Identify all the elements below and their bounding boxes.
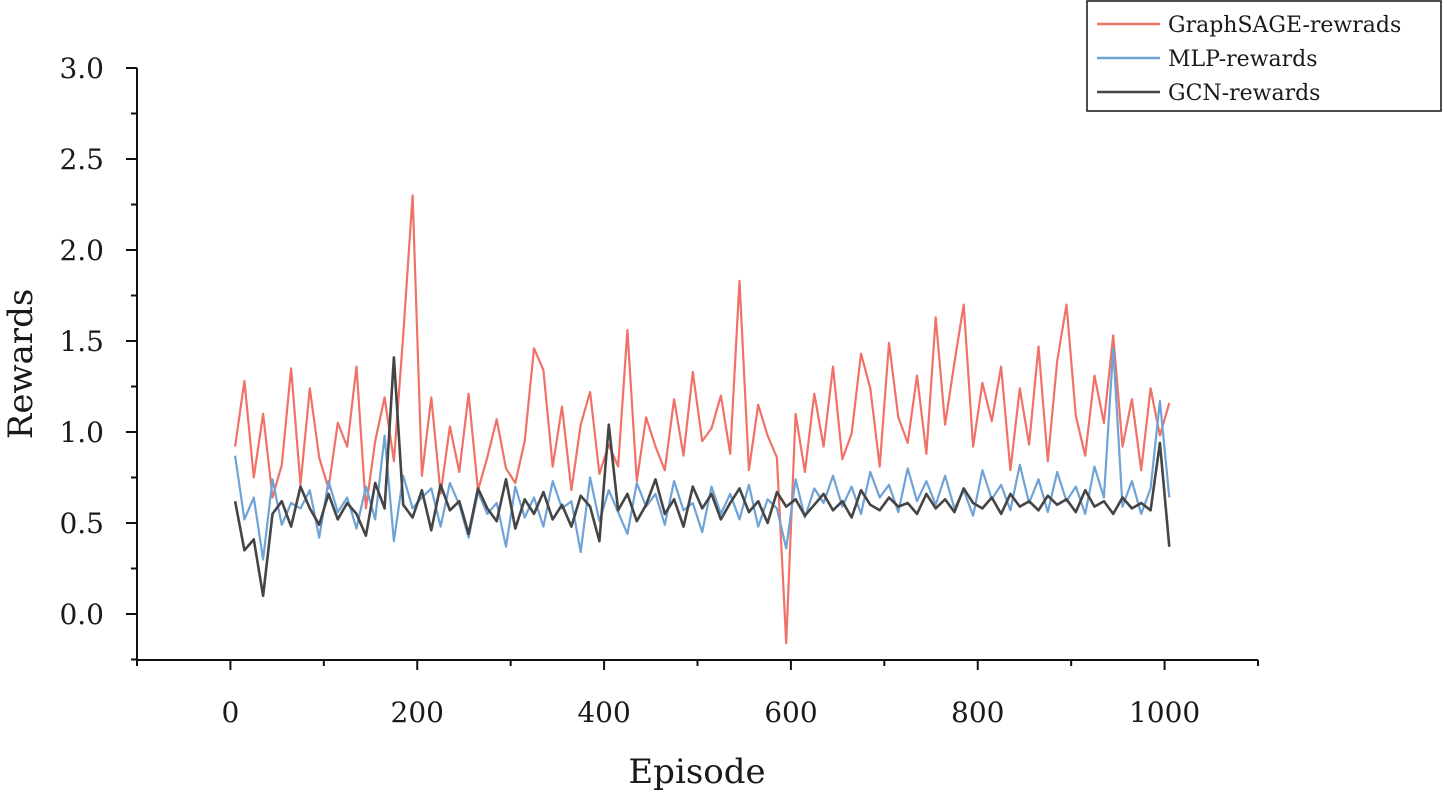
x-tick-label: 200 (391, 696, 444, 729)
legend-label: GCN-rewards (1168, 81, 1320, 106)
axes (136, 68, 1258, 661)
x-tick-label: 0 (222, 696, 240, 729)
y-tick-label: 3.0 (59, 52, 104, 85)
x-tick-label: 600 (764, 696, 817, 729)
x-tick-label: 1000 (1129, 696, 1200, 729)
axis-ticks: 0 200 400 600 800 1000 0.0 0.5 1.0 1.5 2.0 2.5 3.0 (59, 52, 1259, 729)
series-line-graphsage-rewrads (234, 194, 1171, 645)
y-axis-title: Rewards (1, 289, 41, 440)
y-tick-label: 1.5 (59, 325, 104, 358)
x-tick-label: 800 (951, 696, 1004, 729)
legend-label: MLP-rewards (1168, 47, 1318, 72)
y-tick-label: 0.0 (59, 598, 104, 631)
x-tick-label: 400 (577, 696, 630, 729)
y-tick-label: 0.5 (59, 507, 104, 540)
y-tick-label: 2.0 (59, 234, 104, 267)
legend: GraphSAGE-rewrads MLP-rewards GCN-rewards (1086, 0, 1442, 112)
y-tick-label: 1.0 (59, 416, 104, 449)
series-lines (233, 194, 1171, 645)
y-tick-label: 2.5 (59, 143, 104, 176)
legend-label: GraphSAGE-rewrads (1168, 13, 1401, 38)
series-line-mlp-rewards (234, 347, 1171, 561)
x-axis-title: Episode (628, 752, 765, 791)
series-line-gcn-rewards (233, 356, 1171, 598)
